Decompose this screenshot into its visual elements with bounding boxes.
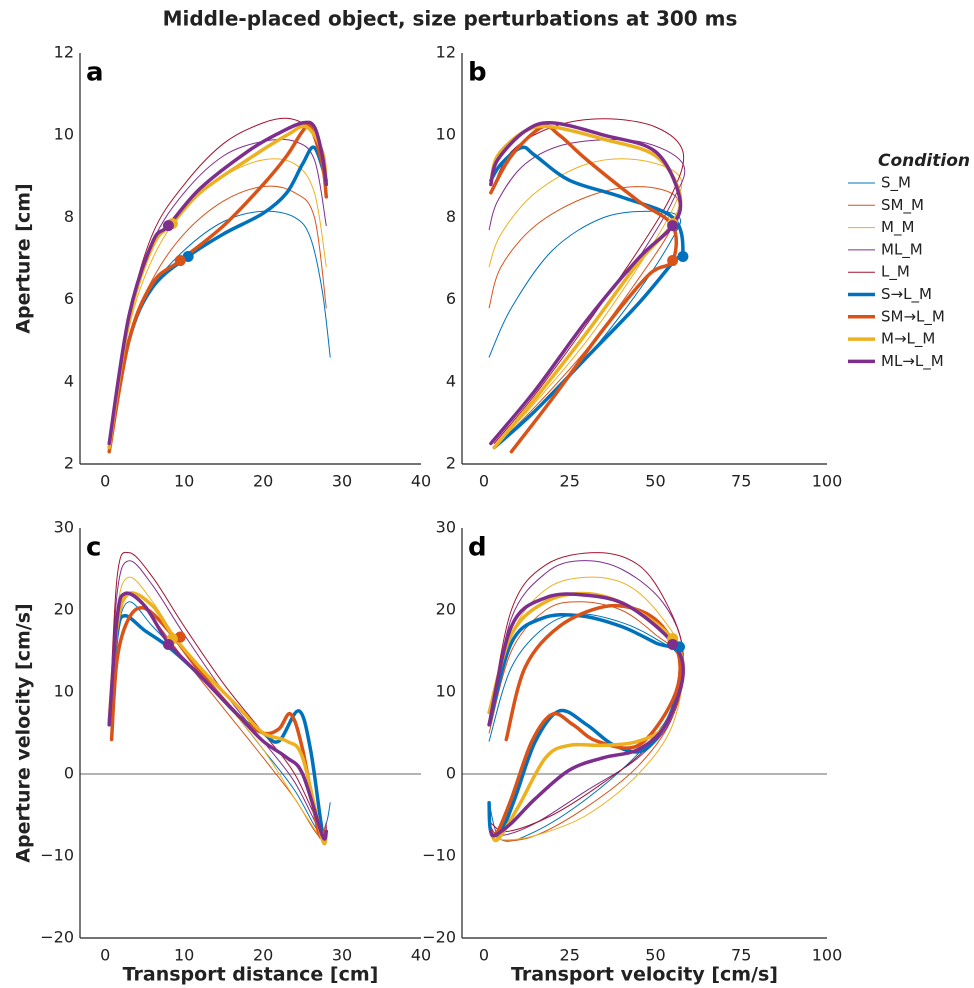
y-tick-label: −20 (40, 928, 74, 947)
y-tick-label: 8 (446, 207, 456, 226)
panel-label: c (86, 533, 101, 563)
x-tick-label: 100 (812, 472, 843, 491)
series-line (107, 591, 329, 846)
series-line (489, 603, 682, 836)
perturbation-marker (162, 220, 174, 232)
y-tick-label: 6 (446, 289, 456, 308)
x-tick-label: 0 (100, 472, 110, 491)
y-tick-label: 2 (64, 454, 74, 473)
y-tick-label: 20 (436, 600, 456, 619)
series-line (488, 158, 683, 449)
x-tick-label: 25 (560, 946, 580, 965)
x-axis-label: Transport velocity [cm/s] (511, 964, 778, 986)
series-line (108, 185, 327, 449)
series-line (108, 551, 327, 835)
y-tick-label: 12 (54, 43, 74, 62)
x-tick-label: 30 (332, 472, 352, 491)
legend-label: S→L_M (881, 285, 932, 304)
x-tick-label: 20 (253, 946, 273, 965)
y-tick-label: −10 (422, 846, 456, 865)
y-tick-label: −10 (40, 846, 74, 865)
y-axis-label: Aperture velocity [cm/s] (13, 603, 35, 862)
y-tick-label: 0 (446, 764, 456, 783)
series-line (490, 118, 685, 444)
legend-label: L_M (881, 263, 910, 282)
y-tick-label: 30 (436, 518, 456, 537)
x-tick-label: 50 (645, 472, 665, 491)
series-line (108, 560, 327, 839)
panel-label: b (468, 58, 487, 88)
y-tick-label: 10 (436, 682, 456, 701)
x-tick-label: 50 (645, 946, 665, 965)
x-tick-label: 40 (411, 946, 431, 965)
x-tick-label: 40 (411, 472, 431, 491)
y-tick-label: 10 (54, 682, 74, 701)
y-tick-label: 20 (54, 600, 74, 619)
x-tick-label: 20 (253, 472, 273, 491)
series-line (487, 612, 683, 837)
series-line (489, 124, 679, 454)
x-tick-label: 10 (174, 472, 194, 491)
series-line (107, 591, 329, 841)
legend-label: SM→L_M (881, 307, 945, 326)
legend-label: M_M (881, 218, 914, 237)
perturbation-marker (667, 220, 679, 232)
y-tick-label: 10 (436, 125, 456, 144)
x-tick-label: 25 (560, 472, 580, 491)
figure-title: Middle-placed object, size perturbations… (163, 7, 738, 31)
x-tick-label: 10 (174, 946, 194, 965)
series-line (107, 613, 329, 840)
y-tick-label: 0 (64, 764, 74, 783)
y-tick-label: 6 (64, 289, 74, 308)
perturbation-marker (667, 638, 679, 650)
series-line (489, 145, 685, 450)
y-tick-label: 10 (54, 125, 74, 144)
y-tick-label: 4 (64, 371, 74, 390)
y-tick-label: 4 (446, 371, 456, 390)
x-axis-label: Transport distance [cm] (123, 964, 379, 986)
legend-label: SM_M (881, 196, 924, 215)
x-tick-label: 100 (812, 946, 843, 965)
series-line (107, 120, 329, 446)
y-tick-label: −20 (422, 928, 456, 947)
series-line (108, 210, 331, 449)
y-axis-label: Aperture [cm] (13, 183, 35, 333)
x-tick-label: 0 (479, 946, 489, 965)
x-tick-label: 75 (731, 946, 751, 965)
y-tick-label: 30 (54, 518, 74, 537)
legend-title: Condition (878, 151, 970, 171)
series-line (108, 601, 331, 834)
legend-label: M→L_M (881, 330, 935, 349)
y-tick-label: 2 (446, 454, 456, 473)
series-line (488, 186, 680, 449)
series-line (108, 138, 327, 449)
x-tick-label: 75 (731, 472, 751, 491)
perturbation-marker (677, 250, 689, 262)
series-line (108, 576, 327, 842)
y-tick-label: 8 (64, 207, 74, 226)
series-line (108, 117, 327, 444)
legend-label: ML_M (881, 240, 923, 259)
perturbation-marker (162, 638, 174, 650)
panel-label: a (86, 58, 104, 88)
legend-label: ML→L_M (881, 352, 944, 371)
legend-label: S_M (881, 174, 911, 193)
perturbation-marker (174, 255, 186, 267)
x-tick-label: 0 (100, 946, 110, 965)
x-tick-label: 30 (332, 946, 352, 965)
x-tick-label: 0 (479, 472, 489, 491)
y-tick-label: 12 (436, 43, 456, 62)
series-line (109, 606, 327, 840)
perturbation-marker (667, 255, 679, 267)
panel-label: d (468, 533, 487, 563)
series-line (487, 592, 685, 838)
series-line (489, 121, 683, 446)
